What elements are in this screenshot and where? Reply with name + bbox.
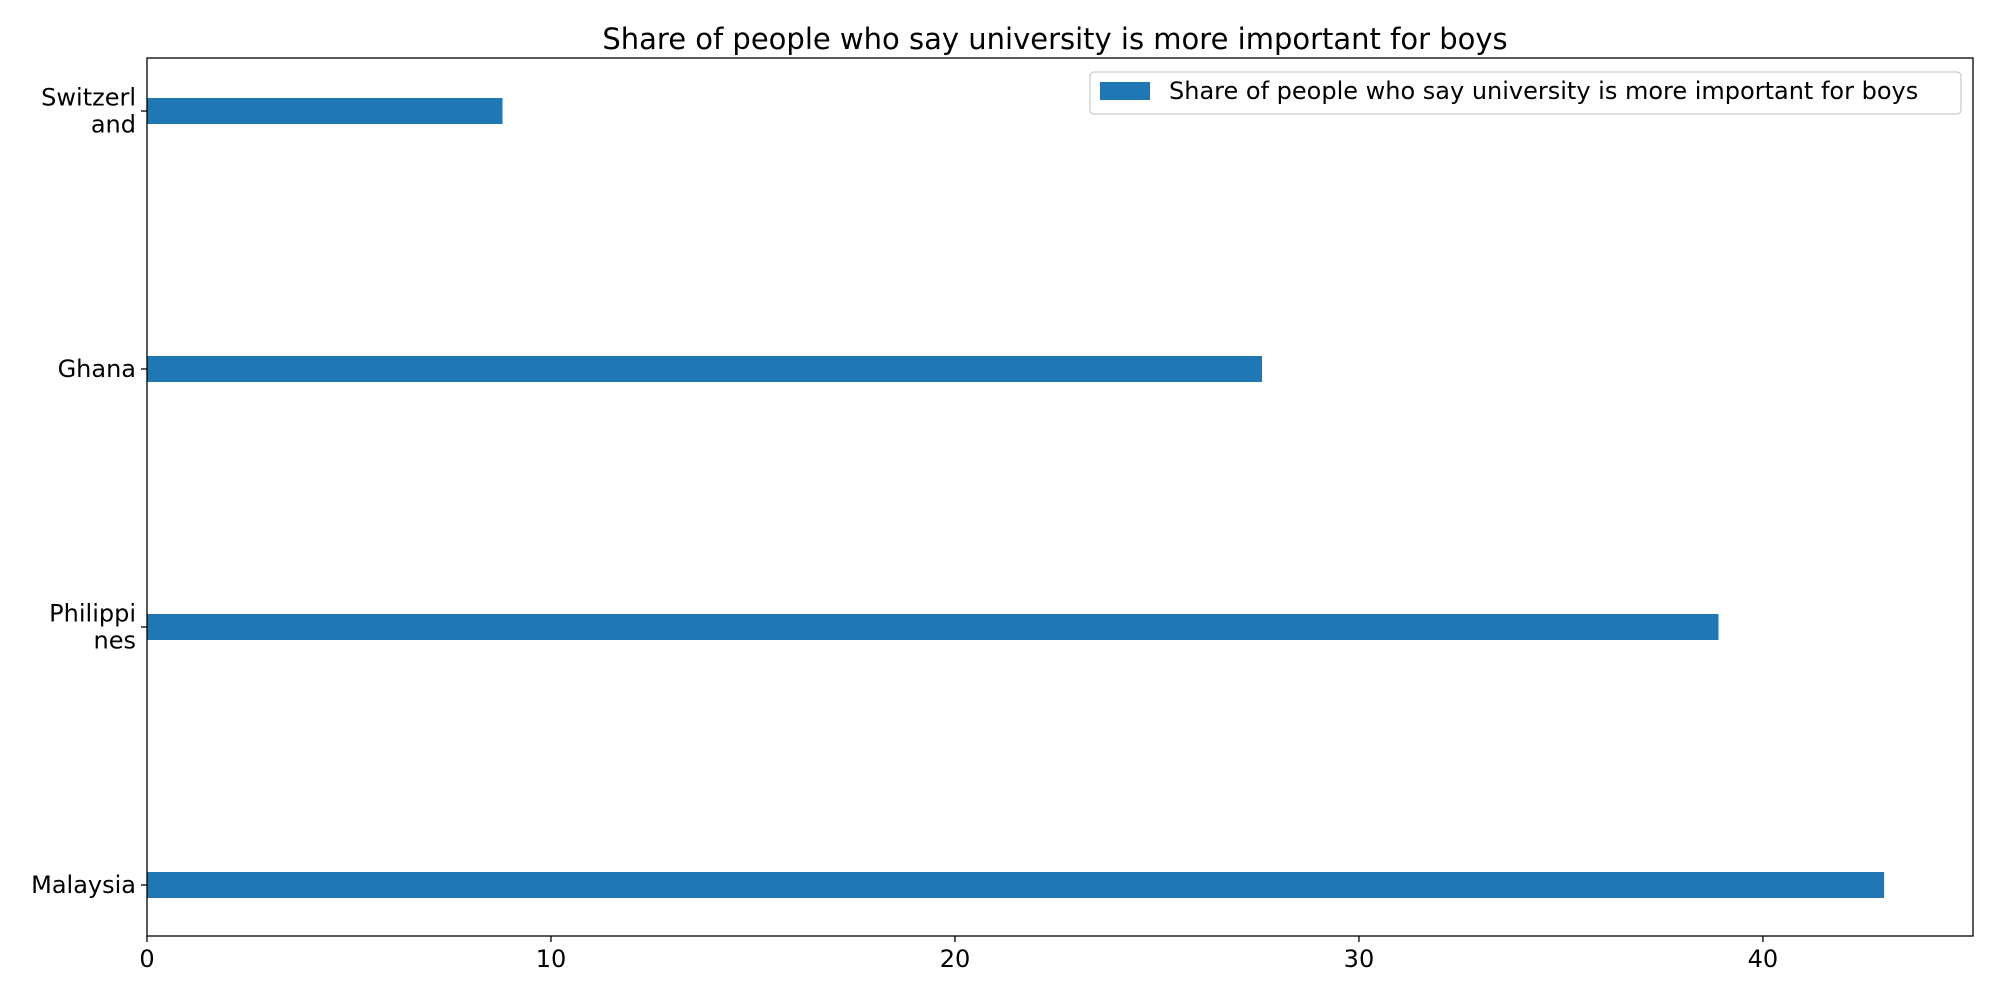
bar-malaysia <box>147 872 1885 898</box>
bars-layer <box>147 98 1885 898</box>
chart-title: Share of people who say university is mo… <box>602 22 1507 56</box>
y-tick-label-line: Philippi <box>49 600 136 628</box>
plot-frame <box>146 57 1974 937</box>
bar-ghana <box>147 356 1262 382</box>
y-tick-label-malaysia: Malaysia <box>31 871 136 899</box>
x-tick-label-20: 20 <box>940 945 971 973</box>
x-tick-label-10: 10 <box>536 945 567 973</box>
y-tick-label-line: and <box>91 111 136 139</box>
bar-philippines <box>147 614 1719 640</box>
bar-switzerland <box>147 98 503 124</box>
plot-area-background <box>147 58 1973 936</box>
y-tick-label-line: Switzerl <box>41 84 136 112</box>
legend: Share of people who say university is mo… <box>1089 71 1962 115</box>
y-tick-label-line: nes <box>94 627 136 655</box>
y-tick-label-switzerland: Switzerl and <box>41 84 136 139</box>
y-tick-label-ghana: Ghana <box>58 355 136 383</box>
y-tick-label-line: Malaysia <box>31 871 136 899</box>
legend-swatch <box>1100 82 1150 100</box>
legend-box <box>1089 71 1962 115</box>
x-tick-label-30: 30 <box>1344 945 1375 973</box>
x-tick-label-0: 0 <box>139 945 154 973</box>
y-axis: Switzerl and Ghana Philippi nes Malaysia <box>31 84 147 899</box>
x-axis: 0 10 20 30 40 <box>139 936 1778 973</box>
y-tick-label-philippines: Philippi nes <box>49 600 136 655</box>
x-tick-label-40: 40 <box>1748 945 1779 973</box>
legend-label: Share of people who say university is mo… <box>1169 77 1918 105</box>
y-tick-label-line: Ghana <box>58 355 136 383</box>
